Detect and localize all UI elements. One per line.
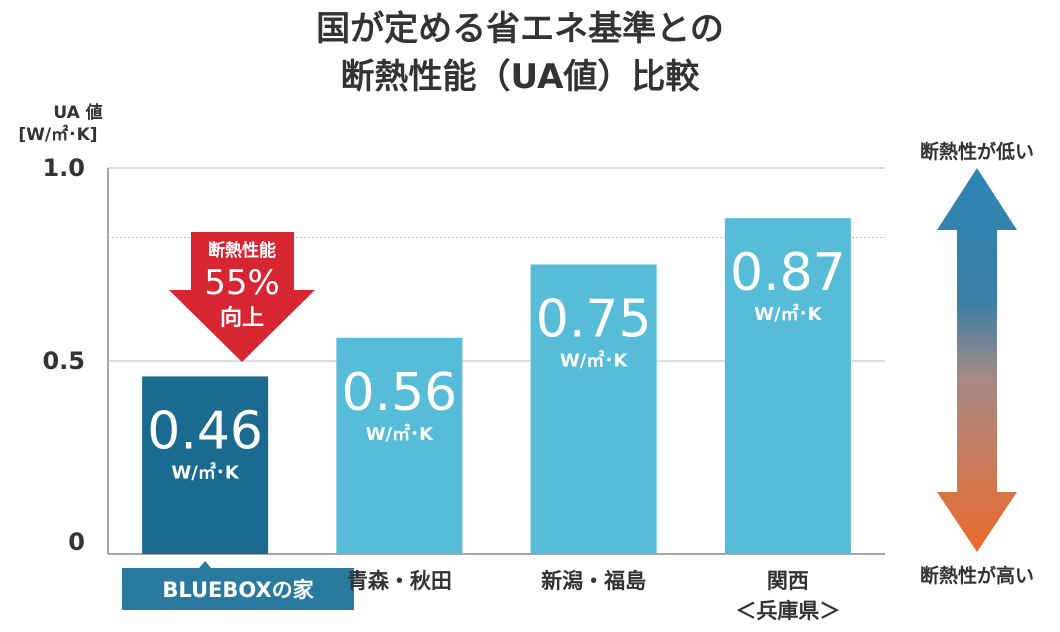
arrow-text-line3: 向上	[220, 305, 264, 331]
category-label-layer: BLUEBOXの家 青森・秋田 新潟・福島 関西 ＜兵庫県＞	[122, 561, 840, 623]
double-arrow-icon	[937, 168, 1017, 552]
y-tick-layer: 0 0.5 1.0	[42, 154, 85, 556]
bar-layer: 0.46W/㎡･K0.56W/㎡･K0.75W/㎡･K0.87W/㎡･K	[142, 218, 851, 554]
bar-value-label: 0.56	[341, 363, 457, 423]
y-axis-label-line1: UA 値	[53, 102, 102, 123]
scale-top-label: 断熱性が低い	[920, 140, 1034, 163]
bar-unit-label: W/㎡･K	[366, 423, 434, 445]
arrow-text-line2: 55%	[204, 263, 280, 303]
bar-value-label: 0.75	[536, 290, 652, 350]
bar-value-label: 0.87	[730, 243, 846, 303]
category-label: 青森・秋田	[347, 569, 452, 593]
red-down-arrow-icon	[169, 232, 315, 362]
bar-value-label: 0.46	[147, 401, 263, 461]
category-sublabel: ＜兵庫県＞	[735, 599, 840, 623]
scale-bottom-label: 断熱性が高い	[920, 564, 1034, 587]
improvement-arrow: 断熱性能 55% 向上	[169, 232, 315, 362]
y-tick-label: 0	[68, 528, 85, 556]
bar	[142, 376, 269, 554]
category-label: 新潟・福島	[541, 569, 646, 593]
category-pointer-icon	[199, 561, 212, 568]
chart-title-line1: 国が定める省エネ基準との	[316, 9, 724, 49]
bar	[724, 218, 851, 554]
bar-unit-label: W/㎡･K	[171, 461, 239, 483]
bar-unit-label: W/㎡･K	[754, 303, 822, 325]
category-label: 関西	[767, 569, 809, 593]
bar	[530, 264, 657, 554]
insulation-scale: 断熱性が低い 断熱性が高い	[920, 140, 1034, 587]
y-tick-label: 0.5	[42, 347, 85, 375]
bar	[336, 337, 463, 554]
y-axis-label-line2: [W/㎡･K]	[18, 124, 97, 145]
chart-title-line2: 断熱性能（UA値）比較	[341, 57, 701, 97]
category-label: BLUEBOXの家	[162, 578, 314, 602]
bar-unit-label: W/㎡･K	[560, 350, 628, 372]
category-box	[122, 568, 354, 610]
y-tick-label: 1.0	[42, 154, 85, 182]
arrow-text-line1: 断熱性能	[208, 240, 276, 261]
